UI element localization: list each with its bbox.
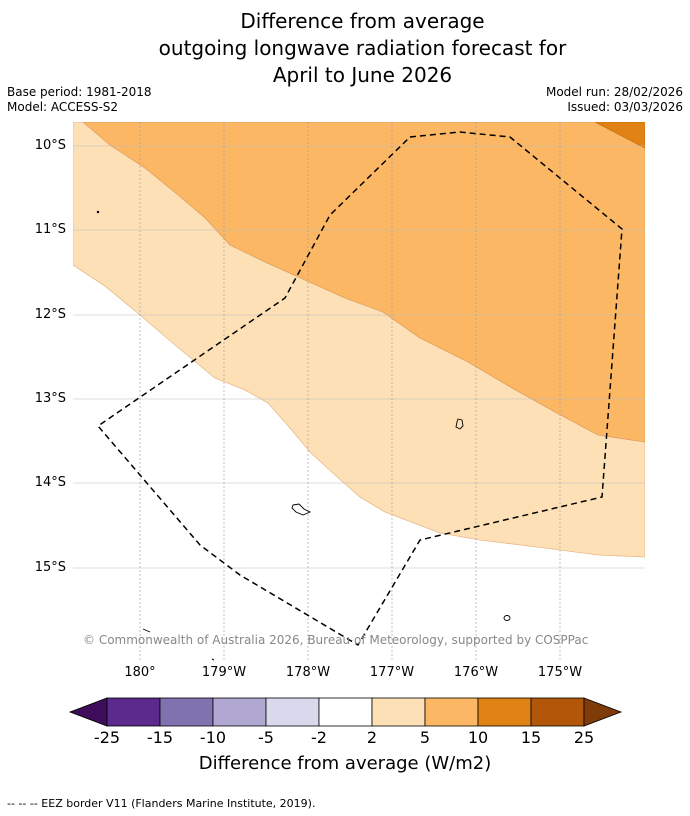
colorbar [68, 697, 623, 727]
lat-label-15s: 15°S [34, 560, 66, 575]
colorbar-tick: -15 [146, 728, 174, 747]
eez-border [96, 131, 623, 647]
title-line-3: April to June 2026 [272, 63, 453, 87]
lat-label-13s: 13°S [34, 391, 66, 406]
lon-label-176w: 176°W [453, 665, 499, 680]
island-futuna-alofi [291, 503, 312, 516]
colorbar-bin-5-10 [424, 697, 479, 727]
colorbar-bin-m5-m2 [265, 697, 320, 727]
colorbar-extend-low [68, 697, 108, 727]
lon-label-179w: 179°W [201, 665, 247, 680]
lat-label-10s: 10°S [34, 138, 66, 153]
colorbar-title: Difference from average (W/m2) [198, 753, 492, 774]
island-wallis [455, 418, 464, 430]
island-niuafoou [503, 615, 511, 621]
meta-right: Model run: 28/02/2026 Issued: 03/03/2026 [546, 85, 683, 115]
colorbar-bin-m25-m15 [106, 697, 161, 727]
map-area [73, 122, 645, 660]
lat-label-12s: 12°S [34, 307, 66, 322]
anomaly-band-10-to-15 [594, 122, 645, 149]
title-line-1: Difference from average [240, 9, 485, 33]
lon-label-178w: 178°W [285, 665, 331, 680]
colorbar-bin-m15-m10 [159, 697, 214, 727]
colorbar-tick: -5 [258, 728, 274, 747]
colorbar-bin-15-25 [530, 697, 585, 727]
model-name: Model: ACCESS-S2 [7, 100, 119, 114]
lat-label-14s: 14°S [34, 475, 66, 490]
map-title: Difference from average outgoing longwav… [0, 8, 690, 89]
colorbar-bin-m10-m5 [212, 697, 267, 727]
lon-label-177w: 177°W [369, 665, 415, 680]
colorbar-bin-10-15 [477, 697, 532, 727]
island-south-fragment [142, 628, 151, 633]
lon-label-175w: 175°W [537, 665, 583, 680]
copyright-notice: © Commonwealth of Australia 2026, Bureau… [83, 633, 589, 647]
meta-left: Base period: 1981-2018 Model: ACCESS-S2 [7, 85, 152, 115]
map-edge-tick [211, 658, 215, 661]
colorbar-tick: 5 [419, 728, 431, 747]
colorbar-tick: 25 [573, 728, 595, 747]
colorbar-tick: -10 [199, 728, 227, 747]
colorbar-extend-high [583, 697, 623, 727]
eez-footnote: -- -- -- EEZ border V11 (Flanders Marine… [7, 797, 316, 810]
colorbar-bin-2-5 [371, 697, 426, 727]
islands [96, 210, 511, 633]
issued-date: Issued: 03/03/2026 [567, 100, 683, 114]
title-line-2: outgoing longwave radiation forecast for [158, 36, 567, 60]
colorbar-tick: -25 [93, 728, 121, 747]
colorbar-tick: -2 [311, 728, 327, 747]
colorbar-tick: 10 [467, 728, 489, 747]
island-dot [96, 210, 100, 214]
colorbar-tick: 15 [520, 728, 542, 747]
lon-label-180: 180° [124, 665, 156, 680]
graticule-meridians [139, 122, 561, 660]
base-period: Base period: 1981-2018 [7, 85, 152, 99]
lat-label-11s: 11°S [34, 222, 66, 237]
graticule [73, 145, 645, 569]
model-run: Model run: 28/02/2026 [545, 85, 683, 99]
colorbar-bin-m2-2 [318, 697, 373, 727]
colorbar-tick: 2 [366, 728, 378, 747]
